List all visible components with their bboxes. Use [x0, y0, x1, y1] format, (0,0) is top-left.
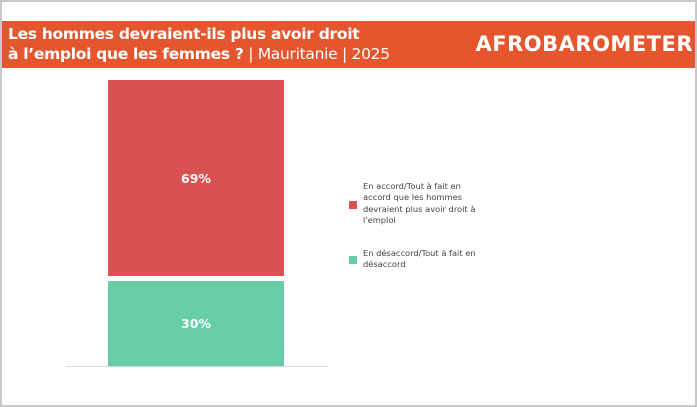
- legend-label: En accord/Tout à fait en accord que les …: [363, 181, 476, 225]
- bar-segment-0: 69%: [108, 79, 284, 277]
- chart-title: Les hommes devraient-ils plus avoir droi…: [8, 24, 390, 64]
- header-banner: Les hommes devraient-ils plus avoir droi…: [2, 21, 695, 68]
- legend-swatch: [349, 256, 357, 264]
- data-label: 30%: [181, 315, 211, 331]
- afrobarometer-logo: AFROBAROMETER: [475, 32, 693, 56]
- legend-swatch: [349, 201, 357, 209]
- data-label: 69%: [181, 170, 211, 186]
- title-line-2: à l’emploi que les femmes ?: [8, 45, 244, 63]
- bar-segment-1: 30%: [108, 280, 284, 366]
- title-line-1: Les hommes devraient-ils plus avoir droi…: [8, 25, 360, 43]
- x-axis-line: [66, 366, 328, 367]
- legend-label: En désaccord/Tout à fait en désaccord: [363, 248, 476, 270]
- chart-subtitle: | Mauritanie | 2025: [243, 45, 390, 63]
